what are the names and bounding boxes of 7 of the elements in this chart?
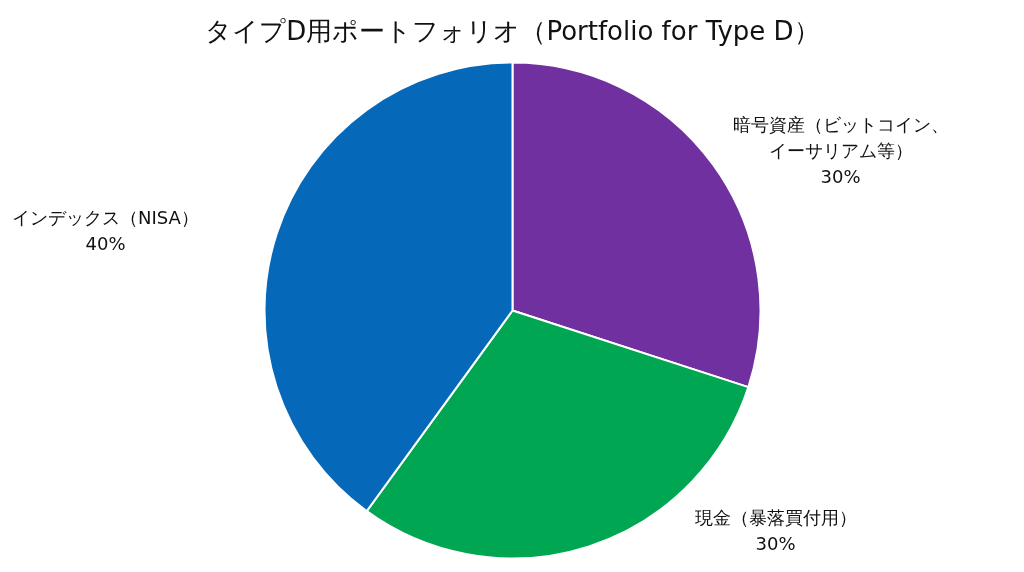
data-label: 40% [85, 233, 126, 254]
data-label: 30% [820, 166, 861, 187]
data-label: 30% [755, 533, 796, 554]
slice-label: 現金（暴落買付用） [694, 507, 857, 528]
slice-label: 暗号資産（ビットコイン、イーサリアム等） [732, 114, 949, 161]
chart-title: タイプD用ポートフォリオ（Portfolio for Type D） [205, 15, 820, 46]
slice-label: インデックス（NISA） [12, 207, 199, 228]
